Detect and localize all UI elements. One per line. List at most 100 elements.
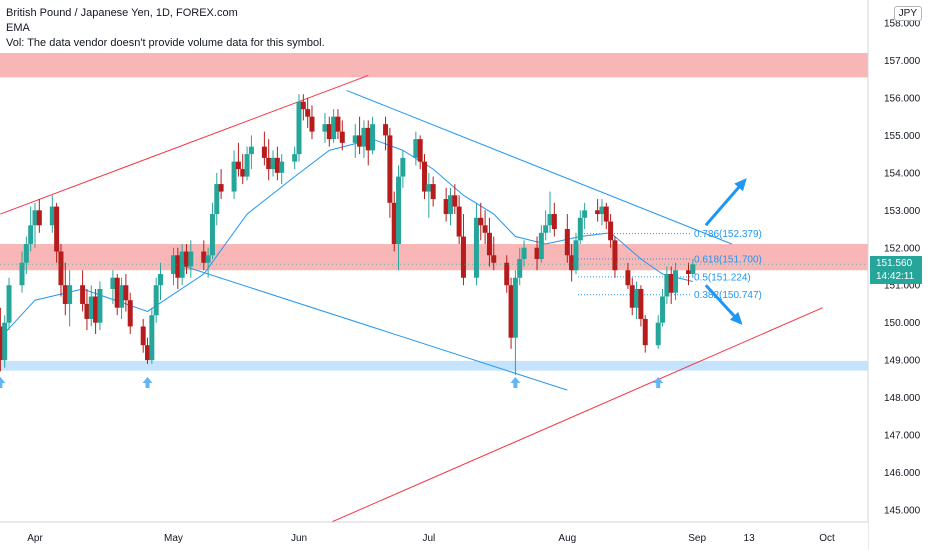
candle-body (357, 135, 363, 147)
price-tick-label: 151.000 (884, 281, 921, 292)
candle-body (54, 206, 60, 252)
candle-body (365, 127, 371, 151)
candle (612, 236, 618, 278)
candle-body (88, 296, 94, 319)
candle (538, 225, 544, 263)
candle (179, 244, 185, 286)
candle (188, 240, 194, 278)
candle-body (339, 131, 345, 143)
candle-body (235, 161, 241, 170)
time-axis (0, 522, 868, 550)
candle (214, 172, 220, 226)
candle (32, 202, 38, 248)
candle-body (383, 124, 389, 136)
up-arrow-marker (653, 377, 664, 388)
candle (664, 266, 670, 304)
candle-body (58, 251, 64, 286)
candle (422, 154, 428, 200)
candle-body (119, 285, 125, 308)
candle-body (279, 161, 285, 173)
candle (478, 202, 484, 241)
up-arrow-icon (0, 377, 6, 388)
candle-body (521, 247, 527, 260)
candle-body (413, 139, 419, 158)
time-tick-label: Oct (819, 533, 835, 544)
candle (209, 202, 215, 260)
trendline-red (0, 74, 369, 215)
candle (400, 150, 406, 188)
candle (417, 135, 423, 170)
candle-body (599, 206, 605, 215)
candle (660, 288, 666, 327)
candle-body (19, 262, 25, 286)
up-arrow-marker (142, 377, 153, 388)
candle (93, 288, 99, 334)
last-price-tag: 151.560 14:42:11 (870, 256, 922, 285)
candle-body (417, 139, 423, 162)
candle-body (110, 277, 116, 289)
candle-body (140, 326, 146, 346)
time-tick-label: Aug (558, 533, 576, 544)
candle (331, 109, 337, 143)
candle (517, 247, 523, 286)
candle (322, 112, 328, 143)
candle (6, 277, 12, 331)
candle-body (36, 210, 42, 226)
candle-body (240, 169, 246, 177)
candle-body (452, 195, 458, 207)
candle-body (569, 255, 575, 271)
candle-body (179, 251, 185, 278)
resistance-zone (0, 244, 868, 271)
candle (201, 240, 207, 271)
candle-body (543, 225, 549, 233)
fib-level-label: 0.5(151.224) (694, 272, 751, 283)
candle-body (504, 262, 510, 286)
candle-body (361, 127, 367, 147)
candle (84, 288, 90, 331)
candle-body (564, 229, 570, 256)
currency-badge[interactable]: JPY (893, 6, 922, 21)
candle (110, 270, 116, 304)
candle-body (551, 214, 557, 230)
ema-indicator-label[interactable]: EMA (6, 22, 30, 34)
candle-body (296, 101, 302, 155)
candle-body (660, 296, 666, 323)
candle-body (538, 232, 544, 260)
candle (300, 94, 306, 121)
candle-body (491, 255, 497, 263)
chart-legend: British Pound / Japanese Yen, 1D, FOREX.… (6, 6, 325, 51)
candle-body (274, 157, 280, 173)
candle (426, 172, 432, 218)
time-tick-label: Apr (27, 533, 43, 544)
candle-body (28, 225, 34, 245)
trendline-blue (173, 262, 568, 391)
last-price-value: 151.560 (876, 258, 913, 270)
candle (153, 277, 159, 323)
candle (443, 187, 449, 222)
candle-body (391, 202, 397, 245)
candle (114, 273, 120, 316)
price-tick-label: 149.000 (884, 356, 921, 367)
candle-body (270, 157, 276, 170)
candle-body (97, 288, 103, 323)
candle-body (331, 116, 337, 140)
candle (365, 120, 371, 166)
candle-body (6, 285, 12, 323)
time-tick-label: Jul (422, 533, 435, 544)
candle-body (335, 116, 341, 132)
candle-body (690, 264, 696, 274)
candle (543, 210, 549, 241)
candle (460, 214, 466, 286)
candle-body (214, 184, 220, 215)
candle-body (473, 217, 479, 278)
candle (642, 315, 648, 353)
candle (361, 120, 367, 158)
candle (673, 262, 679, 301)
candle (270, 150, 276, 177)
candle (391, 191, 397, 252)
candle-body (300, 101, 306, 110)
candle-body (664, 273, 670, 297)
fib-level-label: 0.382(150.747) (694, 290, 762, 301)
candle (551, 202, 557, 237)
